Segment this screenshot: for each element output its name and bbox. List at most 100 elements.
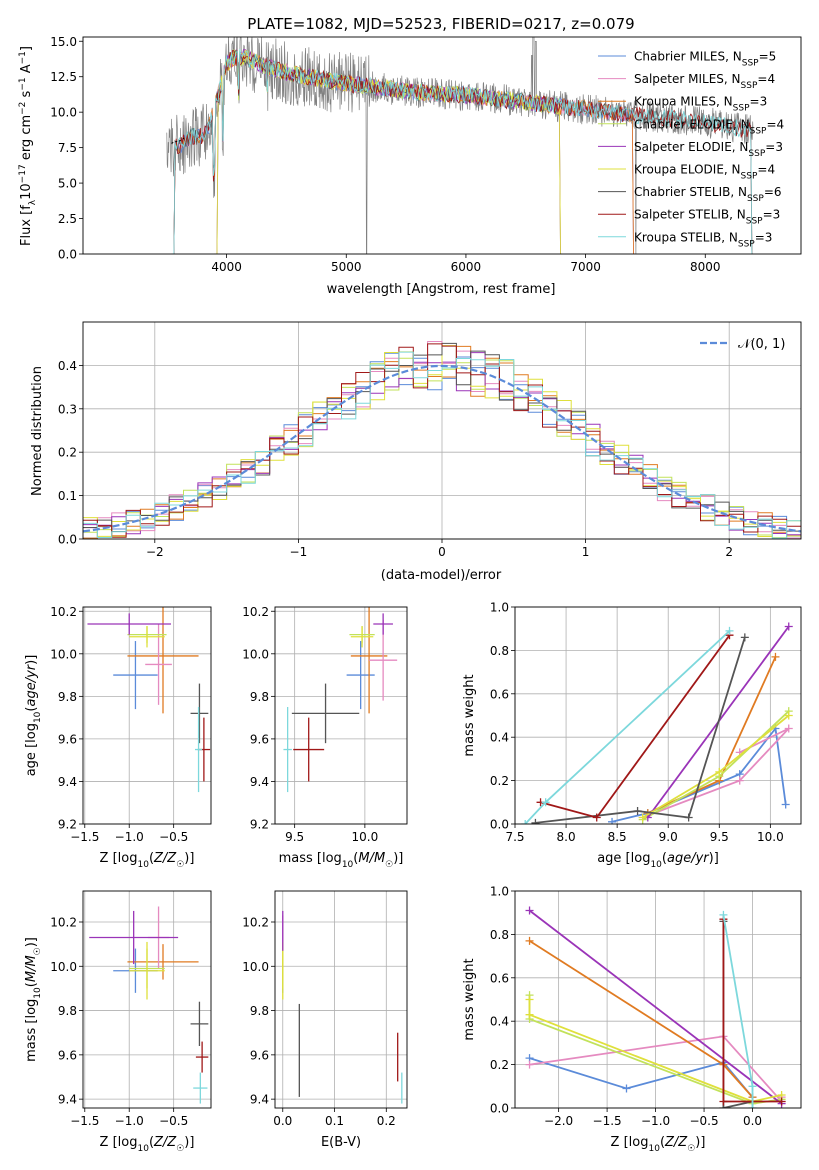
y-tick-label: 9.4 (58, 775, 77, 789)
legend-entry: Chabrier ELODIE, NSSP=4 (634, 117, 784, 136)
data-point (127, 607, 199, 714)
chart-age-vs-Z: −1.5 −1.0 −0.5 9.2 9.4 9.6 9.8 10.0 10.2 Z [log10… (24, 605, 212, 870)
x-tick-label: 10.0 (352, 830, 379, 844)
y-tick-label: 0.3 (58, 402, 77, 416)
data-point (127, 944, 199, 980)
x-tick-label: −1.5 (70, 1114, 99, 1128)
legend-entry: Kroupa STELIB, NSSP=3 (634, 230, 772, 249)
y-tick-label: 9.8 (250, 690, 269, 704)
x-tick-label: −0.5 (159, 830, 188, 844)
data-point (145, 624, 172, 705)
y-tick-label: 0.4 (58, 359, 77, 373)
y-tick-label: 0.2 (58, 446, 77, 460)
y-axis-label: mass weight (462, 674, 477, 756)
x-axis-label: (data-model)/error (381, 568, 502, 583)
series-marker (719, 910, 728, 919)
y-tick-label: 10.0 (50, 106, 77, 120)
chart-age-vs-mass: 9.5 10.0 9.2 9.4 9.6 9.8 10.0 10.2 mass [log10(M… (242, 605, 408, 870)
legend: 𝒩(0, 1) (700, 337, 785, 352)
series-line (642, 727, 790, 819)
data-point (87, 613, 171, 635)
x-tick-label: −1.0 (641, 1114, 670, 1128)
legend: Chabrier MILES, NSSP=5 Salpeter MILES, NS… (598, 50, 784, 249)
y-axis-label: Flux [fλ10−17 erg cm−2 s−1 A−1] (18, 46, 38, 246)
histogram-kroupa-stelib (83, 351, 801, 539)
series-marker (784, 622, 793, 631)
y-tick-label: 9.4 (250, 775, 269, 789)
data-point (373, 613, 393, 635)
y-tick-label: 10.2 (242, 605, 269, 619)
axes-frame (82, 321, 802, 540)
y-tick-label: 0.0 (490, 1102, 509, 1116)
y-tick-label: 9.6 (58, 732, 77, 746)
series-line (647, 656, 777, 814)
chart-mass-vs-ebv: 0.0 0.1 0.2 9.4 9.6 9.8 10.0 10.2 E(B-V) (242, 890, 408, 1150)
chart-spectrum: 4000 5000 6000 7000 8000 0.0 2.5 5.0 7.5 10.0 12.5… (18, 35, 802, 297)
series-marker (525, 995, 534, 1004)
y-tick-label: 7.5 (58, 141, 77, 155)
x-tick-label: −0.5 (159, 1114, 188, 1128)
x-tick-label: 4000 (211, 260, 242, 274)
x-tick-label: 9.5 (710, 830, 729, 844)
x-tick-label: 8.5 (608, 830, 627, 844)
series-marker (725, 626, 734, 635)
chart-massweight-vs-age: 7.5 8.0 8.5 9.0 9.5 10.0 0.0 0.2 0.4 0.6 0.8 1.0 age… (462, 601, 802, 870)
series-marker (715, 767, 724, 776)
data-point (89, 910, 179, 965)
data-point (193, 1072, 208, 1104)
x-tick-label: 7.5 (505, 830, 524, 844)
y-tick-label: 10.0 (50, 960, 77, 974)
series-marker (638, 813, 647, 822)
y-tick-label: 9.8 (250, 1004, 269, 1018)
x-tick-label: 7000 (570, 260, 601, 274)
x-tick-label: −1 (290, 545, 308, 559)
y-axis-label: mass [log10(M/M☉)] (24, 937, 43, 1062)
y-tick-label: 9.4 (250, 1093, 269, 1107)
x-tick-label: 5000 (331, 260, 362, 274)
y-tick-label: 9.6 (250, 732, 269, 746)
y-tick-label: 9.8 (58, 1004, 77, 1018)
series-line (524, 630, 731, 824)
series-marker (771, 652, 780, 661)
axes-frame (514, 606, 802, 825)
x-axis-label: Z [log10(Z/Z☉)] (611, 1135, 706, 1154)
series-marker (525, 1060, 534, 1069)
series-marker (781, 800, 790, 809)
x-tick-label: −2.0 (544, 1114, 573, 1128)
legend-entry: Salpeter ELODIE, NSSP=3 (634, 140, 783, 159)
histogram-chabrier-miles (83, 352, 801, 539)
legend-entry: Kroupa ELODIE, NSSP=4 (634, 163, 775, 182)
y-tick-label: 9.2 (250, 818, 269, 832)
series-marker (684, 813, 693, 822)
series-marker (531, 818, 540, 824)
y-axis-label: mass weight (462, 958, 477, 1040)
axes-frame (274, 606, 408, 825)
series-marker (525, 906, 534, 915)
series-marker (521, 820, 530, 824)
data-point (195, 1041, 209, 1073)
y-tick-label: 0.6 (490, 971, 509, 985)
y-tick-label: 0.8 (490, 928, 509, 942)
data-point (293, 717, 325, 782)
y-tick-label: 9.2 (58, 818, 77, 832)
series-marker (777, 1097, 786, 1106)
axes-frame (514, 890, 802, 1109)
y-tick-label: 10.0 (50, 647, 77, 661)
x-axis-label: E(B-V) (321, 1135, 361, 1150)
data-point (190, 683, 209, 744)
x-tick-label: 2 (725, 545, 733, 559)
series-marker (608, 817, 617, 824)
series-marker (633, 806, 642, 815)
y-tick-label: 0.0 (490, 818, 509, 832)
series-marker (748, 1104, 757, 1108)
y-tick-label: 1.0 (490, 885, 509, 899)
y-axis-label: age [log10(age/yr)] (24, 655, 43, 777)
data-point (291, 683, 360, 744)
histogram-kroupa-elodie (83, 345, 801, 537)
series-marker (748, 1082, 757, 1091)
chart-mass-vs-Z: −1.5 −1.0 −0.5 9.4 9.6 9.8 10.0 10.2 Z [log10(Z/… (24, 890, 212, 1154)
data-point (350, 607, 388, 714)
axes-frame (274, 890, 408, 1109)
x-tick-label: −1.0 (115, 830, 144, 844)
x-tick-label: −1.5 (70, 830, 99, 844)
